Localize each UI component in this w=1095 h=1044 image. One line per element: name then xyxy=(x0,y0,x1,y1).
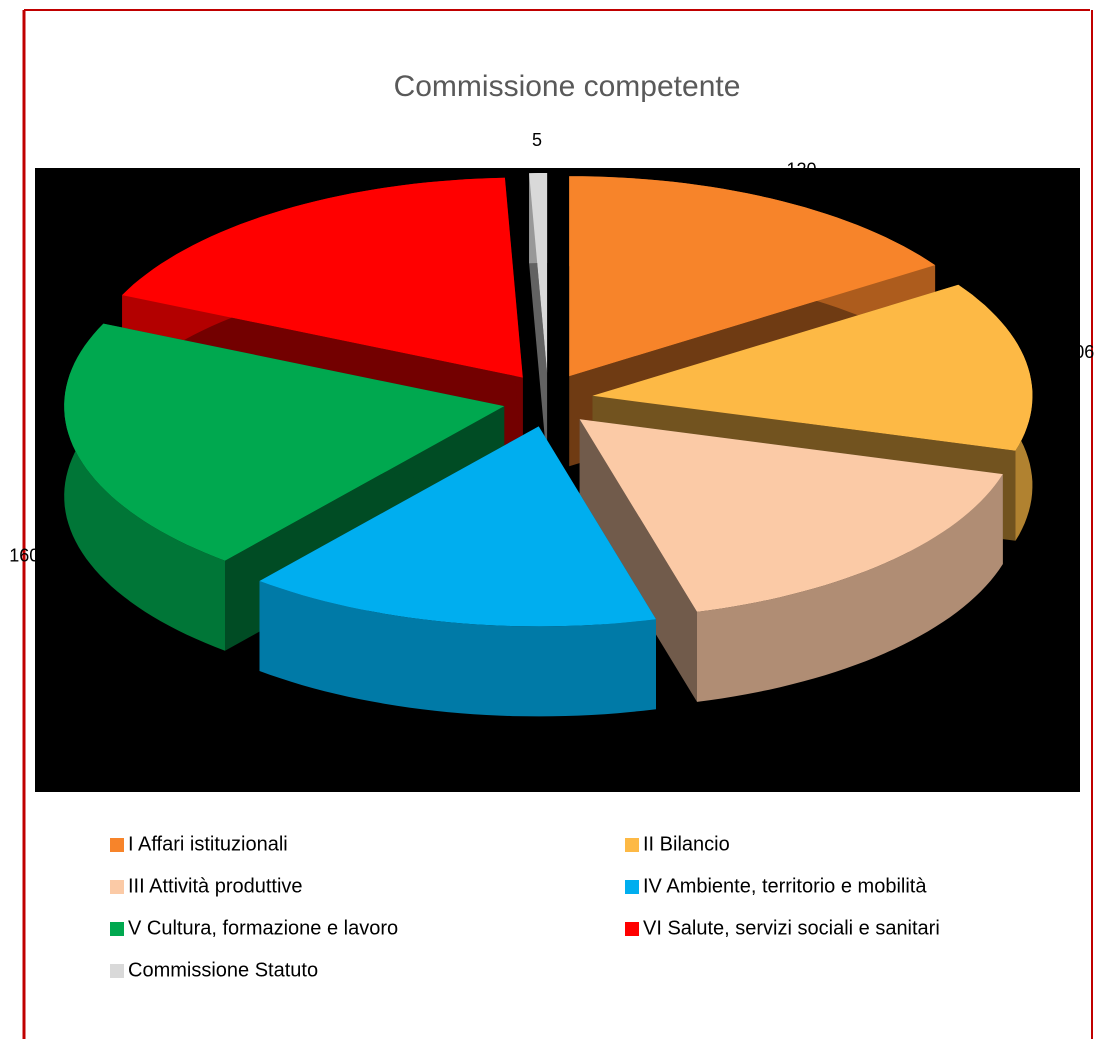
legend-label: III Attività produttive xyxy=(128,875,303,897)
legend-swatch xyxy=(625,880,639,894)
pie xyxy=(64,173,1033,717)
slice xyxy=(592,284,1033,451)
legend-swatch xyxy=(625,922,639,936)
legend-label: I Affari istituzionali xyxy=(128,833,288,855)
value-label: 117 xyxy=(422,734,451,754)
value-label: 120 xyxy=(786,159,816,179)
legend-swatch xyxy=(625,838,639,852)
legend-swatch xyxy=(110,880,124,894)
value-label: 106 xyxy=(1064,342,1094,362)
legend-label: II Bilancio xyxy=(643,833,730,855)
value-labels: 5 120 135 106 160 125 117 xyxy=(9,130,1094,755)
slice-side xyxy=(579,419,697,702)
legend-swatch xyxy=(110,964,124,978)
legend: I Affari istituzionali II Bilancio III Att… xyxy=(110,833,940,981)
value-label: 125 xyxy=(912,667,942,687)
legend-label: V Cultura, formazione e lavoro xyxy=(128,917,398,939)
value-label: 5 xyxy=(532,130,542,150)
chart-title: Commissione competente xyxy=(394,70,741,103)
legend-label: VI Salute, servizi sociali e sanitari xyxy=(643,917,940,939)
slice-wall xyxy=(697,474,1003,702)
slice-wall xyxy=(259,581,656,717)
value-label: 160 xyxy=(9,546,39,566)
legend-label: IV Ambiente, territorio e mobilità xyxy=(643,875,927,897)
legend-swatch xyxy=(110,922,124,936)
slice xyxy=(259,426,656,627)
slice xyxy=(569,176,936,377)
legend-swatch xyxy=(110,838,124,852)
slice xyxy=(64,323,505,561)
slice xyxy=(529,173,548,373)
legend-label: Commissione Statuto xyxy=(128,959,318,981)
slice-wall xyxy=(64,323,225,651)
value-label: 135 xyxy=(232,173,262,193)
slice xyxy=(122,177,523,378)
slice xyxy=(579,419,1003,612)
